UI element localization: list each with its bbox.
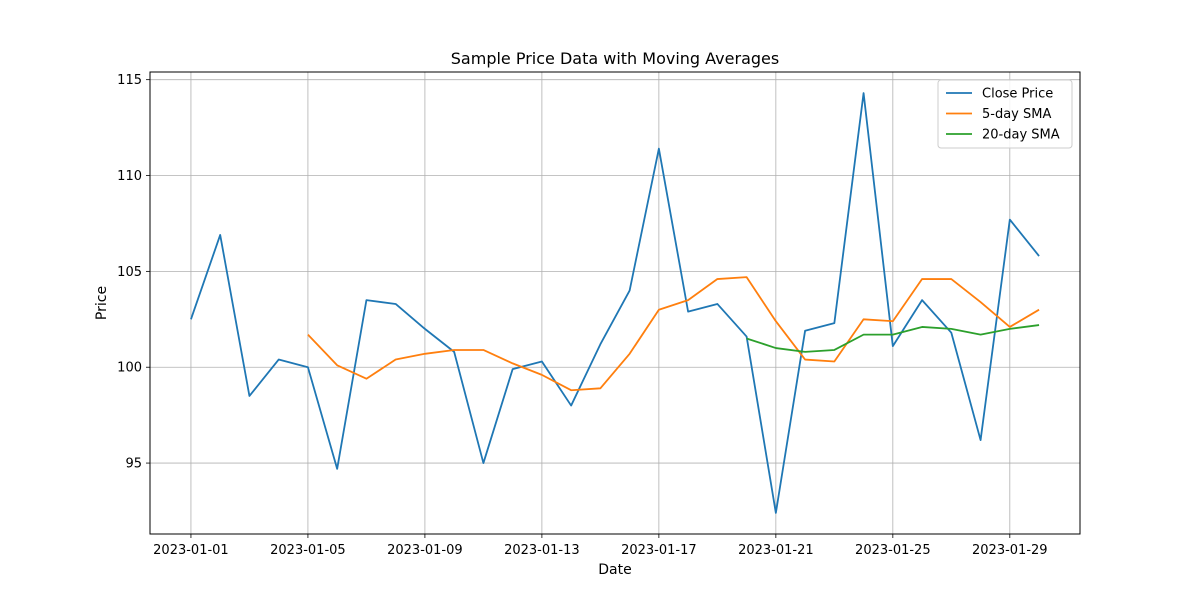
- legend-label: 5-day SMA: [982, 107, 1051, 122]
- y-tick-label: 115: [117, 73, 142, 88]
- x-tick-label: 2023-01-09: [387, 543, 463, 558]
- x-tick-label: 2023-01-29: [972, 543, 1048, 558]
- series-line-1: [307, 276, 1040, 392]
- chart-title: Sample Price Data with Moving Averages: [451, 49, 779, 68]
- x-tick-label: 2023-01-21: [738, 543, 814, 558]
- axes-frame: [149, 71, 1081, 535]
- y-tick-label: 110: [117, 169, 142, 184]
- x-tick-label: 2023-01-13: [504, 543, 580, 558]
- x-axis-label: Date: [598, 562, 631, 578]
- series-line-0: [190, 92, 1040, 514]
- y-axis-label: Price: [94, 286, 110, 320]
- y-tick-label: 105: [117, 265, 142, 280]
- y-axis-ticks: 95 100 105 110 115: [117, 73, 150, 472]
- y-tick-label: 95: [125, 457, 142, 472]
- y-tick-label: 100: [117, 361, 142, 376]
- legend-label: 20-day SMA: [982, 128, 1060, 143]
- x-tick-label: 2023-01-05: [270, 543, 346, 558]
- x-tick-label: 2023-01-01: [153, 543, 229, 558]
- x-axis-ticks: 2023-01-01 2023-01-05 2023-01-09 2023-01-13…: [153, 534, 1048, 558]
- legend-box: [937, 79, 1073, 149]
- grid: [150, 72, 1080, 534]
- legend: Close Price 5-day SMA 20-day SMA: [937, 79, 1073, 149]
- series-line-2: [746, 324, 1040, 353]
- series-lines: [190, 92, 1040, 514]
- x-tick-label: 2023-01-25: [855, 543, 931, 558]
- legend-label: Close Price: [982, 87, 1053, 102]
- x-tick-label: 2023-01-17: [621, 543, 697, 558]
